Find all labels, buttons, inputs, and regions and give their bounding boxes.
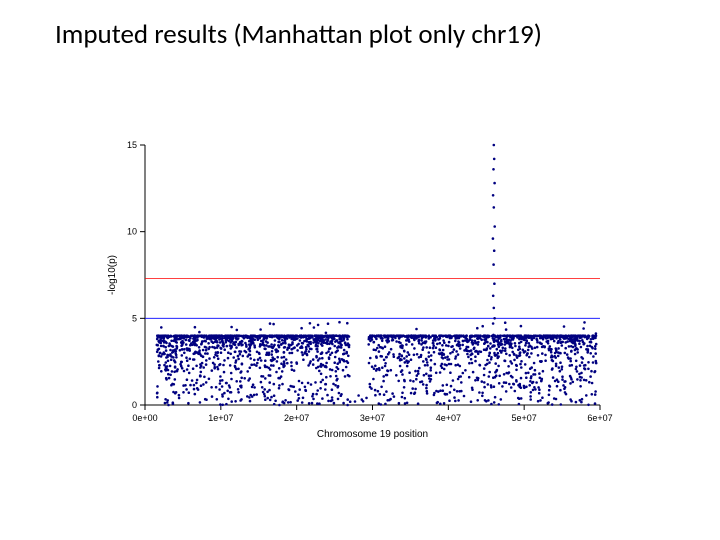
svg-text:Chromosome 19 position: Chromosome 19 position — [317, 429, 428, 440]
chart-svg: 0 5 10 15 0e+00 1e+07 2e+07 3e+07 4e+07 5e+07 6e+0… — [100, 140, 620, 450]
svg-text:5e+07: 5e+07 — [512, 413, 537, 423]
svg-text:10: 10 — [127, 227, 137, 237]
page-title: Imputed results (Manhattan plot only chr… — [55, 18, 542, 51]
svg-text:2e+07: 2e+07 — [284, 413, 309, 423]
svg-text:5: 5 — [132, 313, 137, 323]
svg-text:0e+00: 0e+00 — [132, 413, 157, 423]
svg-text:-log10(p): -log10(p) — [107, 255, 118, 295]
svg-text:6e+07: 6e+07 — [587, 413, 612, 423]
svg-text:1e+07: 1e+07 — [208, 413, 233, 423]
svg-text:4e+07: 4e+07 — [436, 413, 461, 423]
svg-text:15: 15 — [127, 140, 137, 150]
svg-text:3e+07: 3e+07 — [360, 413, 385, 423]
svg-text:0: 0 — [132, 400, 137, 410]
manhattan-plot: 0 5 10 15 0e+00 1e+07 2e+07 3e+07 4e+07 5e+07 6e+0… — [100, 140, 620, 450]
